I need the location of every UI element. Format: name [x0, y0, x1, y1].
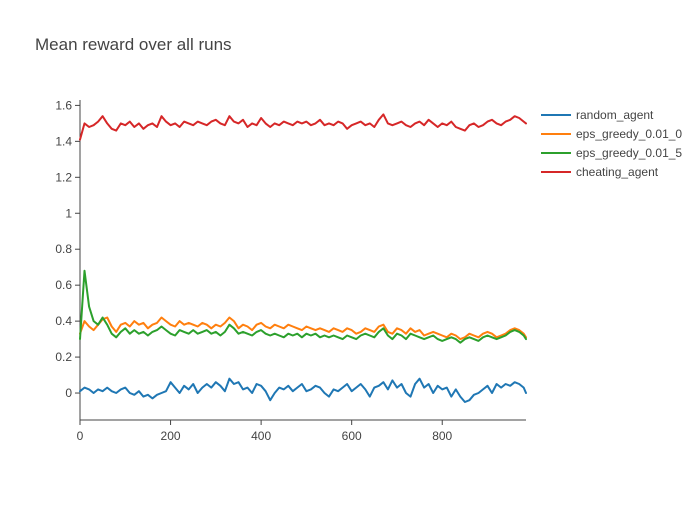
- y-tick-label: 1.2: [55, 170, 72, 184]
- y-tick-label: 0.2: [55, 350, 72, 364]
- x-tick-label: 600: [342, 429, 362, 443]
- legend-label: cheating_agent: [576, 165, 659, 179]
- y-tick-label: 0.4: [55, 314, 72, 328]
- x-tick-label: 800: [432, 429, 452, 443]
- legend-item-3[interactable]: cheating_agent: [541, 165, 659, 179]
- legend-label: eps_greedy_0.01_0: [576, 127, 682, 141]
- series-line-3: [79, 113, 527, 141]
- legend-label: eps_greedy_0.01_5: [576, 146, 682, 160]
- y-tick-label: 1.4: [55, 134, 72, 148]
- x-tick-label: 0: [77, 429, 84, 443]
- chart-title: Mean reward over all runs: [35, 35, 232, 54]
- y-tick-label: 1.6: [55, 98, 72, 112]
- legend-item-2[interactable]: eps_greedy_0.01_5: [541, 146, 682, 160]
- x-tick-label: 400: [251, 429, 271, 443]
- y-tick-label: 0: [65, 386, 72, 400]
- series-group: [79, 113, 527, 403]
- legend-item-0[interactable]: random_agent: [541, 108, 654, 122]
- y-tick-label: 0.8: [55, 242, 72, 256]
- legend[interactable]: random_agent eps_greedy_0.01_0 eps_greedy_…: [541, 108, 682, 179]
- legend-item-1[interactable]: eps_greedy_0.01_0: [541, 127, 682, 141]
- x-axis: 0 200 400 600 800: [77, 419, 526, 443]
- series-line-0: [79, 377, 527, 403]
- x-tick-label: 200: [161, 429, 181, 443]
- series-line-1: [79, 316, 527, 341]
- y-tick-label: 0.6: [55, 278, 72, 292]
- legend-label: random_agent: [576, 108, 654, 122]
- series-line-2: [79, 269, 527, 344]
- y-axis: 0 0.2 0.4 0.6 0.8 1 1.2 1.4 1.6: [55, 98, 81, 420]
- y-tick-label: 1: [65, 206, 72, 220]
